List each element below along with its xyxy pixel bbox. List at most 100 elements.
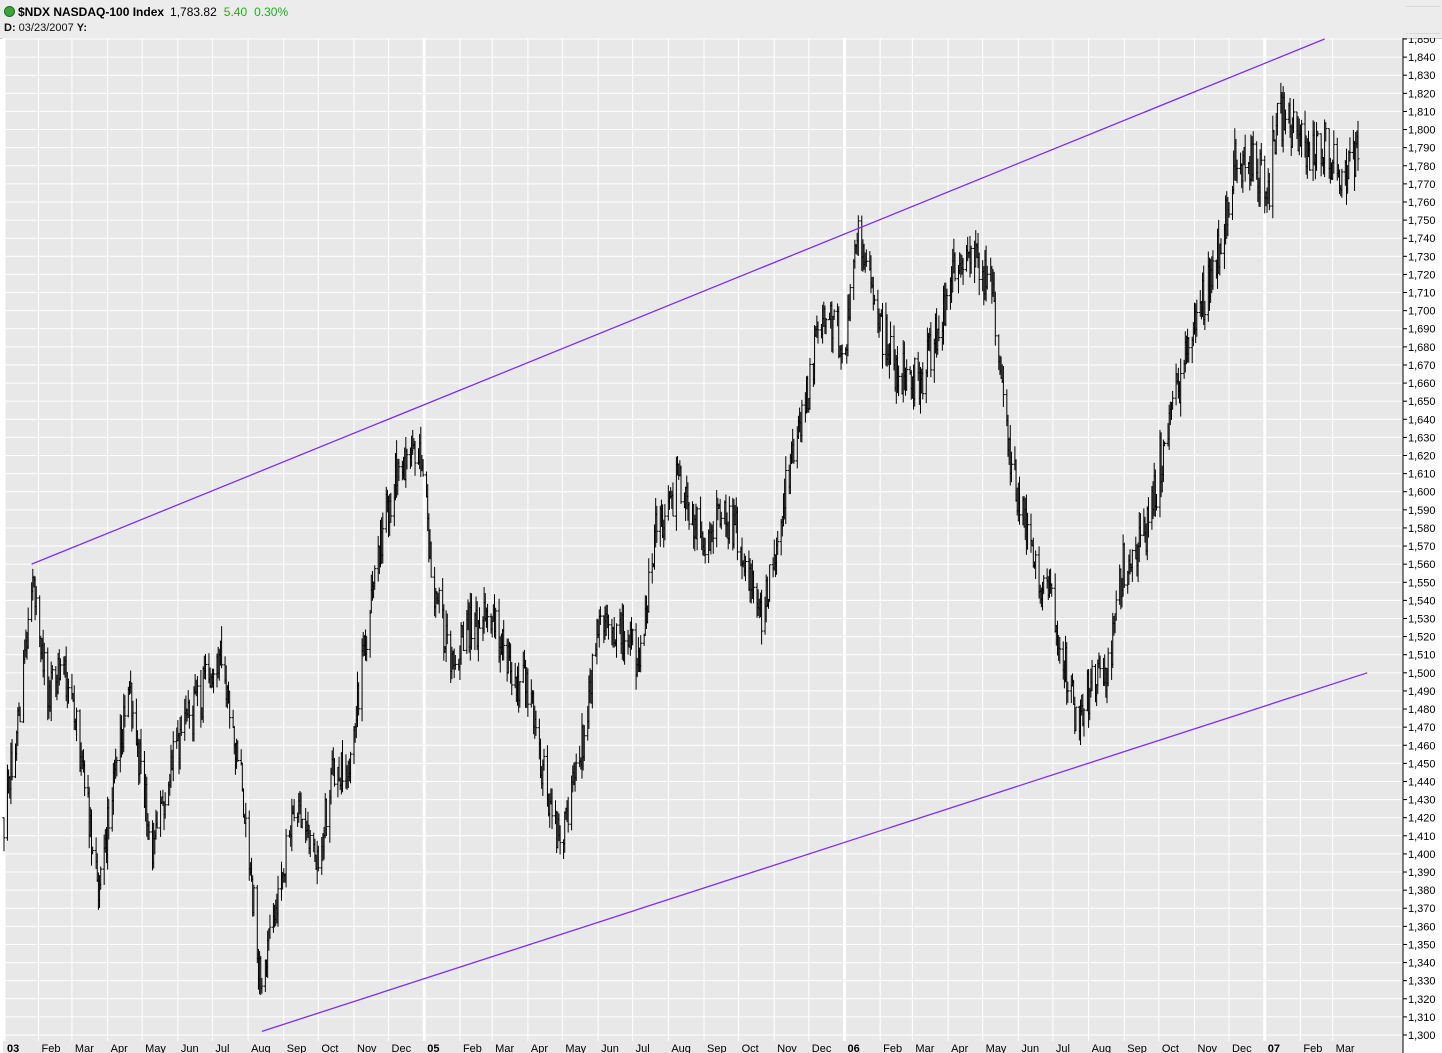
y-tick-label: 1,720 bbox=[1408, 269, 1436, 281]
ohlc-bar bbox=[711, 521, 715, 554]
y-label: Y: bbox=[76, 22, 87, 34]
y-tick-label: 1,330 bbox=[1408, 976, 1436, 988]
y-tick-label: 1,710 bbox=[1408, 288, 1436, 300]
ohlc-bar bbox=[107, 798, 111, 840]
ohlc-bar bbox=[373, 565, 377, 590]
y-tick-label: 1,370 bbox=[1408, 903, 1436, 915]
ohlc-bar bbox=[1001, 365, 1005, 408]
x-tick-label: Dec bbox=[392, 1043, 412, 1053]
ohlc-bar bbox=[848, 284, 852, 322]
ohlc-bar bbox=[99, 866, 103, 890]
ohlc-bar bbox=[953, 252, 957, 282]
ohlc-bar bbox=[816, 321, 820, 344]
ohlc-bar bbox=[824, 318, 828, 335]
x-tick-label: Apr bbox=[951, 1043, 968, 1053]
y-tick-label: 1,350 bbox=[1408, 939, 1436, 951]
ohlc-bar bbox=[1050, 583, 1054, 597]
ohlc-bar bbox=[792, 438, 796, 464]
ohlc-bar bbox=[558, 825, 562, 855]
y-tick-label: 1,790 bbox=[1408, 143, 1436, 155]
y-tick-label: 1,610 bbox=[1408, 469, 1436, 481]
x-tick-label: Jun bbox=[1021, 1043, 1039, 1053]
ohlc-bar bbox=[897, 365, 901, 397]
ohlc-bar bbox=[542, 748, 546, 771]
y-tick-label: 1,360 bbox=[1408, 921, 1436, 933]
ohlc-bar bbox=[429, 541, 433, 578]
ohlc-bar bbox=[921, 362, 925, 400]
ohlc-bar bbox=[832, 309, 836, 321]
y-tick-label: 1,650 bbox=[1408, 396, 1436, 408]
x-tick-label: Mar bbox=[495, 1043, 514, 1053]
ohlc-bar bbox=[58, 658, 62, 681]
ohlc-bar bbox=[566, 796, 570, 833]
ohlc-bar bbox=[550, 788, 554, 830]
ohlc-bar bbox=[880, 302, 884, 369]
ohlc-bar bbox=[10, 739, 14, 781]
ohlc-bar bbox=[212, 668, 216, 694]
y-tick-label: 1,440 bbox=[1408, 776, 1436, 788]
ohlc-bar bbox=[1227, 202, 1231, 218]
ohlc-bar bbox=[131, 700, 135, 729]
x-tick-label: Sep bbox=[287, 1043, 307, 1053]
x-tick-label: Oct bbox=[1162, 1043, 1179, 1053]
ohlc-bar bbox=[1211, 250, 1215, 290]
x-tick-label: Sep bbox=[1127, 1043, 1147, 1053]
ohlc-bar bbox=[913, 357, 917, 407]
ohlc-bar bbox=[244, 802, 248, 838]
ohlc-bar bbox=[1275, 102, 1279, 136]
y-tick-label: 1,580 bbox=[1408, 523, 1436, 535]
ohlc-bar bbox=[389, 492, 393, 523]
price-change-percent: 0.30% bbox=[254, 5, 289, 19]
ohlc-bar bbox=[276, 875, 280, 927]
ohlc-bar bbox=[961, 257, 965, 285]
ohlc-bar bbox=[1348, 137, 1352, 162]
ohlc-bar bbox=[252, 884, 256, 917]
y-tick-label: 1,850 bbox=[1408, 38, 1436, 46]
ohlc-bar bbox=[937, 315, 941, 342]
ohlc-bar bbox=[1332, 130, 1336, 174]
x-tick-label: Nov bbox=[357, 1043, 377, 1053]
ohlc-bar bbox=[1292, 98, 1296, 134]
ohlc-bar bbox=[727, 496, 731, 544]
y-tick-label: 1,600 bbox=[1408, 487, 1436, 499]
ohlc-bar bbox=[42, 642, 46, 686]
ohlc-bar bbox=[752, 570, 756, 604]
ohlc-bar bbox=[840, 344, 844, 364]
x-tick-label: Apr bbox=[531, 1043, 548, 1053]
ohlc-bar bbox=[300, 818, 304, 829]
y-tick-label: 1,590 bbox=[1408, 505, 1436, 517]
y-tick-label: 1,420 bbox=[1408, 813, 1436, 825]
x-tick-label: Feb bbox=[42, 1043, 61, 1053]
x-tick-label: Oct bbox=[742, 1043, 759, 1053]
y-tick-label: 1,760 bbox=[1408, 197, 1436, 209]
x-tick-label: Mar bbox=[75, 1043, 94, 1053]
y-tick-label: 1,320 bbox=[1408, 994, 1436, 1006]
y-tick-label: 1,490 bbox=[1408, 686, 1436, 698]
ohlc-bar bbox=[292, 799, 296, 822]
x-tick-label: Nov bbox=[777, 1043, 797, 1053]
header-decoration bbox=[1406, 6, 1440, 34]
ohlc-bar bbox=[453, 654, 457, 670]
ohlc-bar bbox=[663, 504, 667, 541]
ohlc-bar bbox=[1155, 494, 1159, 511]
ohlc-bar bbox=[679, 465, 683, 504]
ohlc-bar bbox=[695, 506, 699, 551]
date-line: D: 03/23/2007 Y: bbox=[4, 21, 87, 35]
ohlc-bar bbox=[1163, 441, 1167, 447]
ohlc-bar bbox=[179, 715, 183, 736]
y-axis: 1,300 1,310 1,320 1,330 1,340 1,350 1,360 1,370… bbox=[1402, 38, 1436, 1053]
ohlc-bar bbox=[1130, 549, 1134, 582]
y-tick-label: 1,390 bbox=[1408, 867, 1436, 879]
ohlc-bar bbox=[50, 665, 54, 680]
trendline-upper bbox=[31, 38, 1325, 565]
ohlc-bar bbox=[437, 587, 441, 614]
y-tick-label: 1,620 bbox=[1408, 451, 1436, 463]
y-tick-label: 1,560 bbox=[1408, 559, 1436, 571]
last-price: 1,783.82 bbox=[170, 5, 217, 19]
ohlc-bar bbox=[1042, 575, 1046, 595]
status-dot-icon bbox=[4, 6, 15, 17]
ohlc-bar bbox=[486, 603, 490, 633]
y-tick-label: 1,480 bbox=[1408, 704, 1436, 716]
ohlc-bar bbox=[574, 753, 578, 781]
ohlc-bar bbox=[1171, 390, 1175, 410]
